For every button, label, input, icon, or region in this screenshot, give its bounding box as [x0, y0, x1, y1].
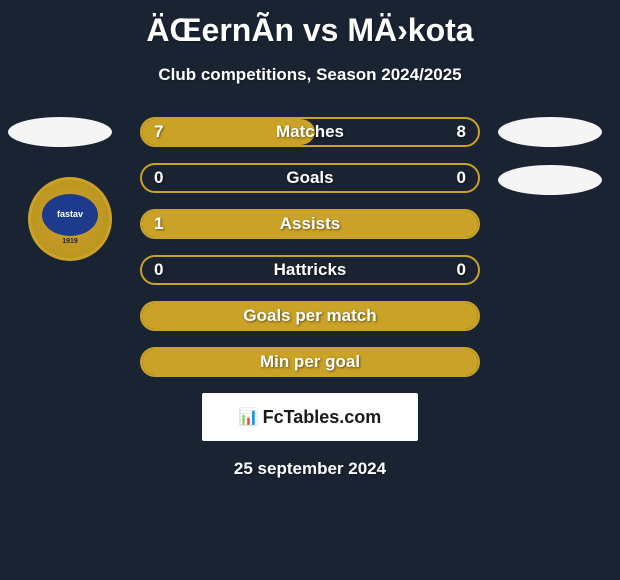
stat-value-left: 7: [154, 122, 163, 142]
stat-label: Hattricks: [274, 260, 347, 280]
stat-label: Assists: [280, 214, 340, 234]
source-icon: 📊: [239, 407, 259, 427]
stat-label: Goals per match: [243, 306, 376, 326]
page-title: ÄŒernÃ­n vs MÄ›kota: [0, 0, 620, 49]
stat-label: Min per goal: [260, 352, 360, 372]
date-text: 25 september 2024: [0, 459, 620, 479]
stat-bars: Matches78Goals00Assists1Hattricks00Goals…: [140, 117, 480, 377]
stat-value-left: 1: [154, 214, 163, 234]
player-avatar-right-1: [498, 117, 602, 147]
source-label: FcTables.com: [263, 407, 382, 428]
stat-value-right: 8: [457, 122, 466, 142]
stat-label: Goals: [286, 168, 333, 188]
stat-label: Matches: [276, 122, 344, 142]
comparison-area: fastav 1919 Matches 7 8 Goals 0 0 Assists 1 Hatt…: [0, 117, 620, 377]
stat-row: Hattricks 0 0: [140, 255, 480, 285]
stat-row: Goals 0 0: [140, 163, 480, 193]
subtitle: Club competitions, Season 2024/2025: [0, 65, 620, 85]
club-badge-text: fastav: [57, 210, 83, 220]
club-badge: fastav 1919: [28, 177, 112, 261]
source-badge: 📊 FcTables.com: [202, 393, 418, 441]
stat-row: Assists 1: [140, 209, 480, 239]
stat-value-right: 0: [457, 168, 466, 188]
stat-value-left: 0: [154, 168, 163, 188]
stat-row: Min per goal: [140, 347, 480, 377]
stat-value-right: 0: [457, 260, 466, 280]
stat-row: Matches 7 8: [140, 117, 480, 147]
club-badge-year: 1919: [62, 238, 78, 245]
stat-row: Goals per match: [140, 301, 480, 331]
player-avatar-left: [8, 117, 112, 147]
player-avatar-right-2: [498, 165, 602, 195]
club-badge-inner: fastav: [42, 194, 98, 236]
stat-value-left: 0: [154, 260, 163, 280]
